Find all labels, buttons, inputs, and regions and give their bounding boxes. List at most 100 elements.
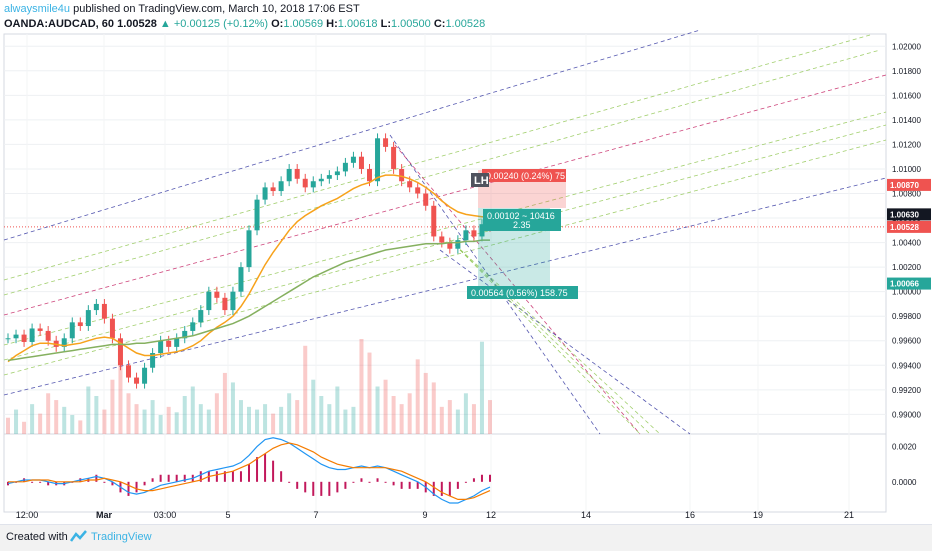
candle-body [158,340,164,354]
candle-body [326,175,332,179]
macd-histogram-bar [432,481,435,496]
channel-line [3,111,887,346]
volume-bar [471,404,476,434]
channel-line [454,244,651,435]
channel-line [3,29,701,241]
macd-histogram-bar [344,481,347,489]
macd-histogram-bar [39,481,42,483]
time-tick-label: 16 [685,510,695,520]
plot-area[interactable] [3,33,887,513]
stop-label: 0.00564 (0.56%) 158.75 [471,288,568,298]
candle-body [246,230,252,268]
macd-histogram-bar [328,481,331,496]
lh-annotation[interactable]: LH [471,173,489,187]
candle-body [190,322,196,331]
volume-bar [255,409,260,434]
macd-histogram-bar [199,471,202,482]
close-value: 1.00528 [445,18,486,30]
volume-bar [6,417,10,434]
price-tick-label: 1.01000 [892,165,921,174]
candle-body [21,334,27,342]
macd-histogram-bar [368,481,371,483]
candle-body [294,168,300,179]
tradingview-brand[interactable]: TradingView [91,531,152,543]
price-tick-label: 0.99000 [892,410,921,419]
author-link[interactable]: alwaysmile4u [4,3,71,15]
low-label: L: [380,18,391,30]
volume-bar [142,409,147,434]
candle-body [407,181,413,188]
candle-body [182,330,188,339]
macd-histogram-bar [239,471,242,482]
open-value: 1.00569 [283,18,324,30]
stop-label-box [467,286,578,299]
candle-body [375,138,381,182]
channel-line [3,49,881,296]
time-tick-label: 12:00 [16,510,39,520]
volume-bar [375,386,380,434]
candle-body [254,199,260,231]
channel-line [459,249,641,435]
candle-body [174,338,180,347]
volume-bar [62,406,67,434]
volume-bar [166,406,171,434]
candle-body [455,240,461,249]
candle-body [77,322,83,327]
volume-bar [399,404,404,434]
macd-histogram-bar [127,481,130,496]
volume-bar [86,386,91,434]
candle-body [206,291,212,311]
candle-body [358,156,364,169]
published-text: published on TradingView.com, March 10, … [73,3,360,15]
volume-bar [335,386,340,434]
candle-body [13,334,19,339]
macd-histogram-bar [360,478,363,482]
price-change: ▲ +0.00125 (+0.12%) [159,18,269,30]
macd-histogram-bar [352,481,355,483]
volume-bar [415,359,420,434]
price-marker [887,208,931,221]
chart-header: alwaysmile4u published on TradingView.co… [4,2,904,34]
ma-slow-line [7,239,490,362]
candle-body [93,303,99,311]
candle-body [5,338,11,340]
price-tick-label: 1.00000 [892,288,921,297]
candle-body [262,187,268,200]
chart-canvas[interactable]: 0.00240 (0.24%) 75 0.00102 ~ 10416 2.35 … [0,0,932,524]
macd-histogram-bar [47,481,50,486]
price-tick-label: 1.01400 [892,116,921,125]
candle-body [142,367,148,384]
macd-histogram-bar [336,481,339,493]
price-axis[interactable]: 1.02000 1.01800 1.01600 1.01400 1.01200 1.010… [887,42,931,419]
candle-body [230,291,236,311]
volume-bar [78,420,83,434]
macd-histogram-bar [264,453,267,482]
candle-body [270,187,276,192]
candle-body [150,353,156,368]
open-label: O: [271,18,284,30]
candle-body [61,338,67,347]
candle-body [117,338,123,366]
volume-bar [311,379,316,434]
macd-axis[interactable]: 0.0020 0.0000 [892,443,917,487]
channel-line [3,177,887,396]
channel-line [449,239,661,435]
volume-bar [118,359,123,434]
volume-bar [174,412,179,434]
macd-histogram-bar [384,481,387,483]
macd-tick-label: 0.0000 [892,478,917,487]
candle-body [109,318,115,339]
candle-body [85,310,91,327]
macd-histogram-bar [223,471,226,482]
volume-bar [70,415,75,434]
position-tool[interactable]: 0.00240 (0.24%) 75 0.00102 ~ 10416 2.35 … [467,169,578,299]
volume-bar [46,393,51,434]
price-marker [887,220,931,233]
price-tick-label: 0.99200 [892,386,921,395]
candle-body [318,178,324,182]
macd-histogram-bar [231,471,234,482]
macd-histogram-bar [280,471,283,482]
time-axis[interactable]: 12:00 Mar 03:00 5 7 9 12 14 16 19 21 [16,510,854,520]
candle-body [101,303,107,319]
price-marker [887,277,931,290]
